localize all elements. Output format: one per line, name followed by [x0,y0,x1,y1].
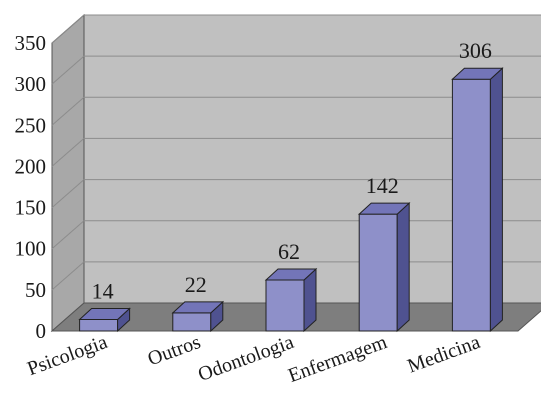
bar [171,300,225,333]
gridline-left [51,14,85,44]
gridline-left [51,55,85,85]
data-label: 306 [459,38,492,63]
category-label: Odontologia [195,331,297,386]
bar [78,307,131,333]
bar-front [358,213,398,332]
bar-front [172,312,212,332]
bar-front [451,78,491,332]
data-label: 22 [185,272,207,297]
gridline-left [51,138,85,167]
y-tick-label: 200 [15,154,47,178]
bar-top [171,301,225,314]
gridline-left [51,261,85,291]
category-label: Medicina [405,331,484,378]
left-wall [51,13,85,333]
bar-top [264,268,318,281]
y-tick-label: 150 [15,196,47,220]
gridline-left [51,179,85,208]
bar [264,267,318,333]
y-tick-label: 300 [15,72,47,96]
bar [451,67,504,333]
bar-side [489,67,503,333]
y-tick-label: 0 [36,319,47,343]
data-label: 14 [92,278,114,303]
bar-top [78,307,131,320]
data-labels: 14 22 62 142 306 [92,38,492,303]
bar-front [265,279,305,332]
y-axis-ticks: 0 50 100 150 200 250 300 350 [15,31,47,343]
y-tick-label: 350 [15,31,47,55]
category-label: Enfermagem [285,331,390,387]
gridline-left [51,220,85,250]
y-tick-label: 100 [15,237,47,261]
bar-top [451,67,504,80]
bar-side [396,202,410,333]
bar-top [357,202,411,215]
y-tick-label: 250 [15,113,47,137]
data-label: 142 [366,173,399,198]
gridline-left [51,96,85,126]
bar [357,202,411,333]
bar-front [79,318,119,332]
data-label: 62 [278,239,300,264]
y-tick-label: 50 [25,278,46,302]
bars [78,67,504,333]
